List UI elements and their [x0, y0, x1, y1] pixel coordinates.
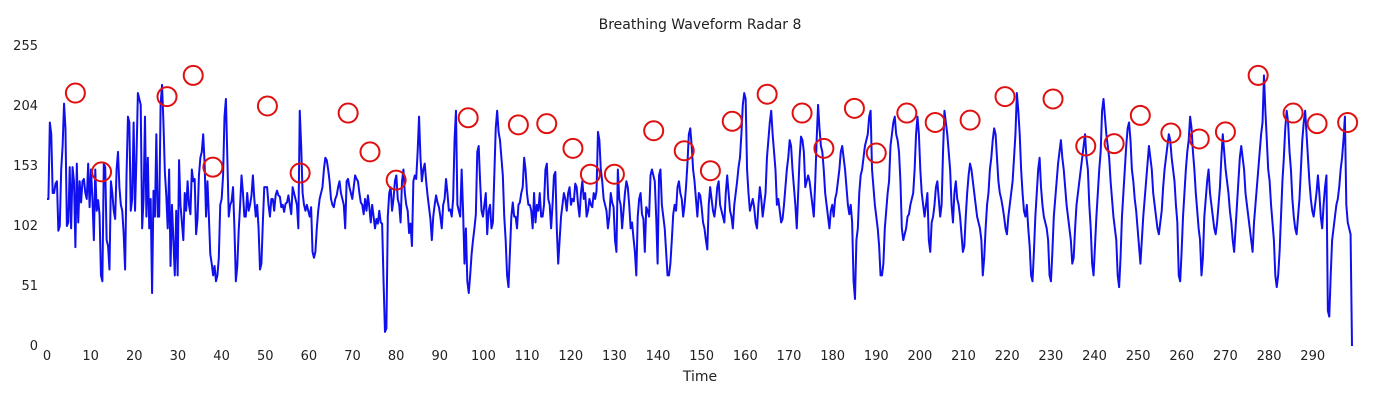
peak-marker: [536, 113, 558, 135]
x-tick-label: 200: [907, 349, 932, 364]
peak-marker: [994, 86, 1016, 108]
peak-marker: [256, 95, 278, 117]
chart-title: Breathing Waveform Radar 8: [599, 17, 802, 33]
peak-marker: [202, 156, 224, 178]
peak-markers: [64, 64, 1359, 191]
peak-marker: [1337, 111, 1359, 133]
peak-marker: [673, 140, 695, 162]
x-tick-label: 50: [257, 349, 274, 364]
peak-marker: [507, 114, 529, 136]
x-tick-label: 60: [301, 349, 318, 364]
x-tick-label: 280: [1257, 349, 1282, 364]
x-tick-label: 140: [646, 349, 671, 364]
peak-marker: [1282, 102, 1304, 124]
y-tick-label: 204: [13, 99, 38, 114]
peak-marker: [924, 111, 946, 133]
peak-marker: [603, 163, 625, 185]
y-tick-label: 0: [30, 339, 38, 354]
x-tick-label: 130: [602, 349, 627, 364]
peak-marker: [156, 86, 178, 108]
peak-marker: [843, 97, 865, 119]
peak-marker: [813, 137, 835, 159]
peak-marker: [1075, 135, 1097, 157]
x-tick-label: 290: [1300, 349, 1325, 364]
x-tick-label: 160: [733, 349, 758, 364]
x-tick-label: 250: [1126, 349, 1151, 364]
peak-marker: [289, 162, 311, 184]
peak-marker: [865, 142, 887, 164]
x-tick-label: 120: [558, 349, 583, 364]
peak-marker: [959, 109, 981, 131]
waveform-line: [47, 74, 1353, 347]
x-axis-label: Time: [682, 369, 717, 385]
y-tick-label: 51: [21, 279, 38, 294]
peak-marker: [579, 163, 601, 185]
peak-marker: [91, 161, 113, 183]
peak-marker: [756, 83, 778, 105]
peak-marker: [1103, 133, 1125, 155]
x-tick-label: 30: [170, 349, 187, 364]
peak-marker: [64, 82, 86, 104]
x-tick-label: 190: [864, 349, 889, 364]
peak-marker: [1214, 121, 1236, 143]
peak-marker: [1247, 64, 1269, 86]
peak-marker: [1160, 122, 1182, 144]
x-tick-label: 40: [213, 349, 230, 364]
x-tick-label: 240: [1082, 349, 1107, 364]
x-tick-label: 150: [689, 349, 714, 364]
x-tick-label: 270: [1213, 349, 1238, 364]
x-tick-label: 70: [344, 349, 361, 364]
x-tick-label: 100: [471, 349, 496, 364]
peak-marker: [1188, 128, 1210, 150]
peak-marker: [359, 141, 381, 163]
x-tick-label: 170: [777, 349, 802, 364]
x-tick-label: 210: [951, 349, 976, 364]
x-tick-label: 230: [1038, 349, 1063, 364]
peak-marker: [643, 120, 665, 142]
x-tick-label: 20: [126, 349, 143, 364]
peak-marker: [457, 107, 479, 129]
x-tick-label: 90: [432, 349, 449, 364]
peak-marker: [721, 110, 743, 132]
peak-marker: [791, 102, 813, 124]
peak-marker: [1129, 104, 1151, 126]
x-tick-label: 0: [43, 349, 51, 364]
x-tick-label: 180: [820, 349, 845, 364]
peak-marker: [699, 160, 721, 182]
y-axis: 0 51 102 153 204 255: [13, 39, 38, 354]
peak-marker: [562, 137, 584, 159]
x-tick-label: 10: [82, 349, 99, 364]
y-tick-label: 102: [13, 219, 38, 234]
y-tick-label: 255: [13, 39, 38, 54]
y-tick-label: 153: [13, 159, 38, 174]
peak-marker: [1042, 88, 1064, 110]
x-tick-label: 80: [388, 349, 405, 364]
x-tick-label: 110: [515, 349, 540, 364]
peak-marker: [337, 102, 359, 124]
peak-marker: [182, 64, 204, 86]
peak-marker: [385, 169, 407, 191]
peak-marker: [1306, 113, 1328, 135]
x-axis: 0 10 20 30 40 50 60 70 80 90 100 110 120 130 140 150 160…: [43, 349, 1325, 364]
x-tick-label: 260: [1169, 349, 1194, 364]
peak-marker: [896, 102, 918, 124]
x-tick-label: 220: [995, 349, 1020, 364]
